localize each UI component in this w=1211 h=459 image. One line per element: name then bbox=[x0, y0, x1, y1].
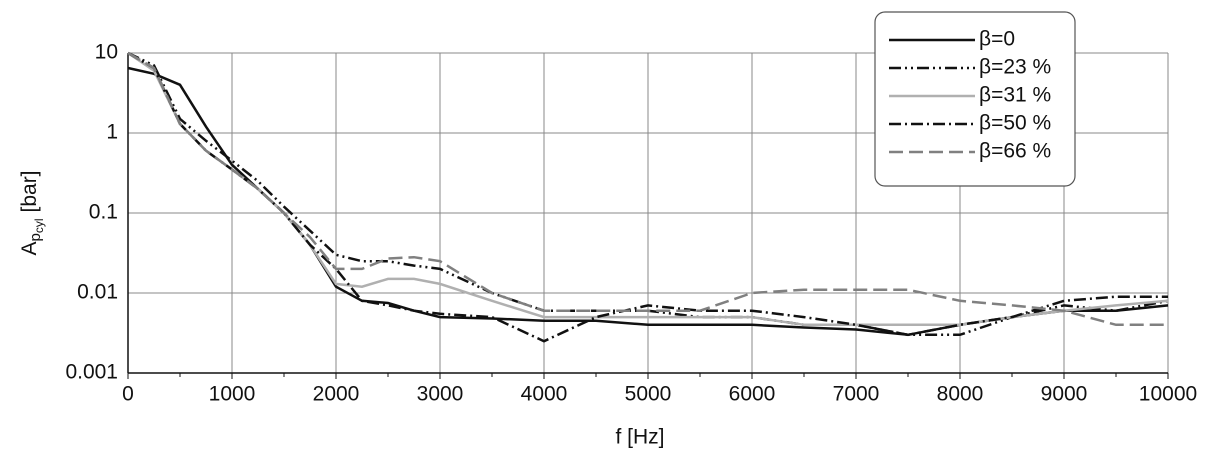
legend-box bbox=[874, 11, 1076, 187]
x-tick-label: 0 bbox=[122, 383, 134, 406]
y-tick-label: 0.01 bbox=[77, 281, 118, 304]
x-tick-label: 3000 bbox=[417, 383, 464, 406]
y-tick-label: 10 bbox=[95, 41, 118, 64]
y-label-sub: p bbox=[27, 233, 44, 241]
x-tick-label: 2000 bbox=[313, 383, 360, 406]
x-tick-label: 6000 bbox=[729, 383, 776, 406]
x-tick-label: 4000 bbox=[521, 383, 568, 406]
legend: β=0 β=23 % β=31 % β=50 % β=66 % bbox=[874, 11, 1076, 187]
legend-label: β=23 % bbox=[979, 56, 1051, 79]
y-label-main: A bbox=[18, 242, 41, 256]
y-tick-label: 0.1 bbox=[89, 201, 118, 224]
y-axis-label: Apcyl [bar] bbox=[18, 170, 47, 255]
y-tick-label: 1 bbox=[106, 121, 118, 144]
y-label-subsub: cyl bbox=[32, 219, 46, 234]
series-line bbox=[127, 51, 1168, 327]
legend-label: β=66 % bbox=[979, 140, 1051, 163]
y-tick-label: 0.001 bbox=[65, 361, 118, 384]
x-tick-label: 1000 bbox=[209, 383, 256, 406]
y-label-unit: [bar] bbox=[18, 170, 41, 212]
x-tick-label: 9000 bbox=[1041, 383, 1088, 406]
x-tick-label: 8000 bbox=[937, 383, 984, 406]
series-line bbox=[127, 66, 1169, 337]
x-tick-label: 10000 bbox=[1139, 383, 1197, 406]
x-tick-label: 5000 bbox=[625, 383, 672, 406]
x-axis-label: f [Hz] bbox=[615, 426, 664, 449]
legend-label: β=50 % bbox=[979, 112, 1051, 135]
legend-label: β=0 bbox=[979, 28, 1015, 51]
legend-label: β=31 % bbox=[979, 84, 1051, 107]
x-tick-label: 7000 bbox=[833, 383, 880, 406]
